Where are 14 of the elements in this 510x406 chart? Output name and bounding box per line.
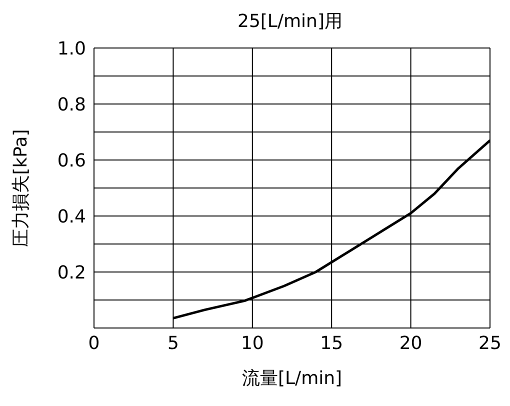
- y-axis-title: 圧力損失[kPa]: [10, 129, 32, 247]
- y-tick-label: 0.6: [57, 150, 86, 172]
- x-tick-label: 20: [399, 332, 422, 354]
- x-tick-label: 10: [240, 332, 264, 354]
- x-axis-title: 流量[L/min]: [242, 368, 342, 389]
- x-tick-label: 5: [167, 332, 179, 354]
- x-tick-label: 0: [88, 332, 100, 354]
- chart-title: 25[L/min]用: [236, 10, 344, 34]
- y-tick-label: 0.8: [57, 94, 86, 116]
- y-tick-label: 1.0: [57, 38, 86, 60]
- x-tick-label: 25: [478, 332, 502, 354]
- x-tick-label: 15: [320, 332, 344, 354]
- y-tick-label: 0.2: [57, 262, 86, 284]
- y-tick-label: 0.4: [57, 206, 86, 228]
